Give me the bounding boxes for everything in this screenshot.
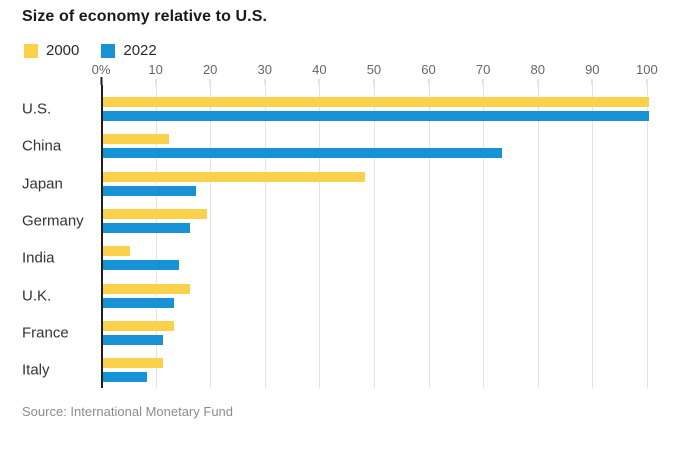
category-label: China — [22, 137, 62, 155]
x-tick-label: 0% — [91, 62, 111, 77]
bar-China-2022 — [103, 148, 502, 159]
x-tick-mark — [646, 79, 648, 85]
x-tick-label: 40 — [312, 62, 327, 77]
bar-Japan-2022 — [103, 185, 196, 196]
bar-U.S.-2022 — [103, 111, 649, 121]
category-label: France — [22, 324, 69, 342]
category-label: Japan — [22, 175, 63, 193]
chart-legend: 2000 2022 — [24, 42, 157, 59]
x-axis: 0% 10 20 30 40 50 60 70 80 90 100 — [92, 58, 660, 85]
category-labels: U.S. China Japan Germany India U.K. France Ital… — [22, 85, 100, 388]
gridline — [483, 85, 485, 388]
bar-India-2022 — [103, 260, 180, 271]
bar-U.K.-2022 — [103, 297, 174, 308]
gridline — [592, 85, 594, 388]
category-label: U.K. — [22, 287, 52, 304]
x-tick-mark — [100, 77, 103, 85]
x-tick-mark — [537, 79, 539, 85]
bar-Japan-2000 — [103, 171, 366, 182]
category-label: India — [22, 249, 55, 267]
x-tick-mark — [318, 79, 320, 85]
x-tick-label: 10 — [148, 62, 163, 77]
bar-Germany-2000 — [103, 208, 207, 219]
x-tick-mark — [209, 79, 211, 85]
x-tick-label: 20 — [202, 62, 218, 77]
gridline — [155, 85, 157, 388]
source-note: Source: International Monetary Fund — [22, 404, 234, 419]
legend-item-2000: 2000 — [24, 42, 79, 59]
bar-India-2000 — [103, 246, 131, 257]
bar-U.K.-2000 — [103, 283, 191, 294]
category-label: Germany — [22, 212, 84, 230]
x-tick-label: 70 — [475, 62, 491, 77]
legend-label: 2022 — [123, 42, 157, 59]
plot-area — [101, 85, 660, 388]
legend-swatch-icon — [24, 43, 38, 58]
gridline — [646, 85, 648, 388]
x-tick-label: 50 — [366, 62, 382, 77]
gridline — [319, 85, 321, 388]
x-tick-label: 60 — [421, 62, 436, 77]
category-label: U.S. — [22, 100, 52, 118]
bar-France-2000 — [103, 320, 174, 331]
gridline — [373, 85, 375, 388]
gridline — [537, 85, 539, 388]
legend-label: 2000 — [46, 42, 80, 59]
x-tick-mark — [373, 79, 375, 85]
x-tick-mark — [591, 79, 593, 85]
bar-France-2022 — [103, 334, 164, 345]
bar-Italy-2022 — [103, 372, 147, 383]
x-tick-mark — [482, 79, 484, 85]
bar-Italy-2000 — [103, 358, 164, 369]
gridline — [428, 85, 430, 388]
legend-item-2022: 2022 — [101, 42, 157, 59]
bar-Germany-2022 — [103, 222, 191, 233]
category-label: Italy — [22, 361, 50, 379]
legend-swatch-icon — [101, 43, 116, 58]
gridline — [210, 85, 212, 388]
x-tick-label: 100 — [636, 62, 658, 77]
gridline — [264, 85, 266, 388]
y-axis-line — [101, 85, 103, 388]
x-tick-mark — [428, 79, 430, 85]
chart-title: Size of economy relative to U.S. — [22, 8, 268, 25]
bar-China-2000 — [103, 134, 169, 145]
x-tick-label: 30 — [257, 62, 272, 77]
x-tick-label: 80 — [530, 62, 545, 77]
x-tick-mark — [264, 79, 266, 85]
x-tick-mark — [155, 79, 157, 85]
x-tick-label: 90 — [585, 62, 600, 77]
bar-U.S.-2000 — [103, 97, 649, 107]
